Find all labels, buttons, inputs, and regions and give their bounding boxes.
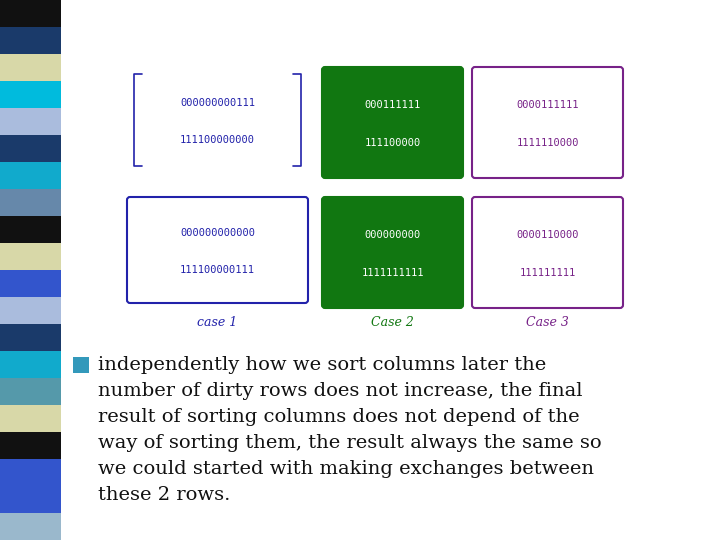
- Text: 111100000000: 111100000000: [180, 135, 255, 145]
- Text: 000000000111: 000000000111: [180, 98, 255, 108]
- FancyBboxPatch shape: [127, 197, 308, 303]
- Text: result of sorting columns does not depend of the: result of sorting columns does not depen…: [98, 408, 580, 426]
- Text: 0000111111: 0000111111: [516, 100, 579, 110]
- FancyBboxPatch shape: [472, 67, 623, 178]
- Text: 111100000111: 111100000111: [180, 265, 255, 275]
- Text: number of dirty rows does not increase, the final: number of dirty rows does not increase, …: [98, 382, 582, 400]
- FancyBboxPatch shape: [322, 197, 463, 308]
- Text: Case 2: Case 2: [371, 315, 414, 328]
- Text: way of sorting them, the result always the same so: way of sorting them, the result always t…: [98, 434, 602, 452]
- Text: these 2 rows.: these 2 rows.: [98, 486, 230, 504]
- Text: Case 3: Case 3: [526, 315, 569, 328]
- FancyBboxPatch shape: [322, 67, 463, 178]
- Text: we could started with making exchanges between: we could started with making exchanges b…: [98, 460, 594, 478]
- Text: 1111111111: 1111111111: [361, 268, 424, 279]
- Text: case 1: case 1: [197, 315, 238, 328]
- Text: 0000110000: 0000110000: [516, 230, 579, 240]
- Text: 000000000000: 000000000000: [180, 228, 255, 238]
- Text: 000000000: 000000000: [364, 230, 420, 240]
- Text: 1111110000: 1111110000: [516, 138, 579, 149]
- Text: independently how we sort columns later the: independently how we sort columns later …: [98, 356, 546, 374]
- FancyBboxPatch shape: [472, 197, 623, 308]
- Text: 111100000: 111100000: [364, 138, 420, 149]
- Bar: [73, 357, 89, 373]
- Text: 111111111: 111111111: [519, 268, 575, 279]
- Text: 000111111: 000111111: [364, 100, 420, 110]
